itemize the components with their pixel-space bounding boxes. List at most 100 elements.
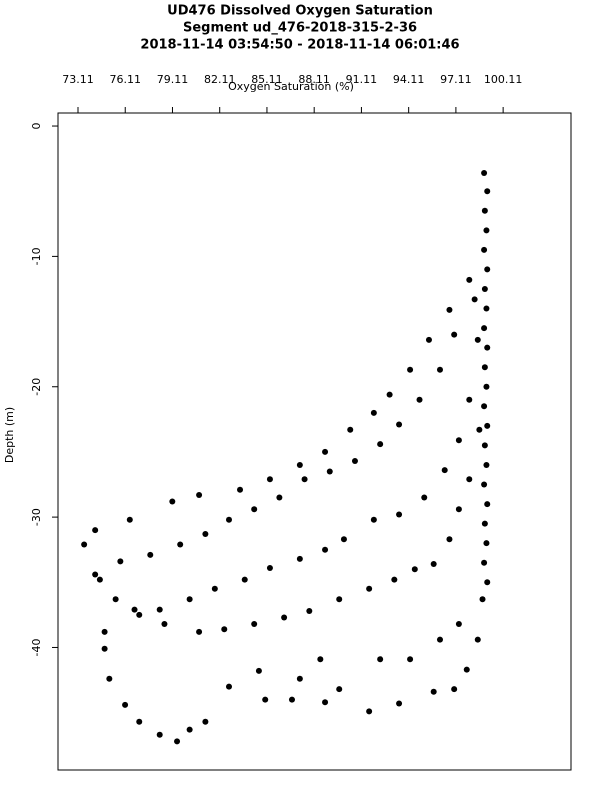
point — [322, 448, 329, 455]
x-tick-label: 73.11 — [62, 73, 94, 86]
point — [476, 426, 483, 433]
point — [186, 596, 193, 603]
x-tick-label: 100.11 — [484, 73, 523, 86]
point — [483, 305, 490, 312]
point — [266, 476, 273, 483]
point — [131, 606, 138, 613]
x-tick-label: 85.11 — [251, 73, 283, 86]
point — [481, 207, 488, 214]
point — [407, 656, 414, 663]
point — [156, 731, 163, 738]
point — [336, 686, 343, 693]
point — [296, 555, 303, 562]
point — [466, 396, 473, 403]
point — [407, 366, 414, 373]
x-tick-label: 94.11 — [393, 73, 425, 86]
point — [112, 596, 119, 603]
point — [430, 688, 437, 695]
point — [288, 696, 295, 703]
point — [441, 467, 448, 474]
y-tick-label: 0 — [30, 123, 43, 130]
point — [136, 611, 143, 618]
y-tick-label: -20 — [30, 378, 43, 396]
point — [481, 403, 488, 410]
point — [484, 188, 491, 195]
point — [425, 336, 432, 343]
point — [351, 458, 358, 465]
point — [241, 576, 248, 583]
point — [483, 383, 490, 390]
x-axis-label: Oxygen Saturation (%) — [228, 80, 354, 93]
point — [483, 461, 490, 468]
point — [377, 441, 384, 448]
point — [296, 461, 303, 468]
point — [484, 344, 491, 351]
point — [255, 667, 262, 674]
point — [377, 656, 384, 663]
point — [161, 621, 168, 627]
point — [101, 645, 108, 652]
point — [474, 336, 481, 343]
y-tick-label: -10 — [30, 247, 43, 265]
point — [396, 421, 403, 428]
point — [370, 516, 377, 523]
point — [101, 628, 108, 635]
x-tick-label: 79.11 — [157, 73, 189, 86]
point — [411, 566, 418, 573]
y-tick-label: -40 — [30, 638, 43, 656]
point — [481, 246, 488, 253]
point — [421, 494, 428, 501]
chart-title: UD476 Dissolved Oxygen Saturation — [167, 4, 433, 19]
point — [483, 540, 490, 547]
point — [481, 364, 488, 371]
point — [251, 506, 258, 513]
x-tick-label: 82.11 — [204, 73, 236, 86]
point — [81, 541, 88, 548]
y-axis-label: Depth (m) — [3, 407, 16, 463]
point — [451, 686, 458, 693]
point — [481, 169, 488, 176]
point — [446, 306, 453, 313]
point — [202, 718, 209, 725]
point — [126, 516, 133, 523]
point — [266, 564, 273, 571]
point — [396, 511, 403, 518]
point — [430, 561, 437, 568]
point — [136, 718, 143, 725]
point — [336, 596, 343, 603]
point — [484, 266, 491, 273]
point — [92, 527, 99, 534]
point — [451, 331, 458, 338]
plot-frame — [57, 112, 572, 771]
chart-subtitle: Segment ud_476-2018-315-2-36 — [183, 21, 417, 36]
point — [322, 546, 329, 553]
point — [455, 506, 462, 513]
x-tick-label: 88.11 — [298, 73, 330, 86]
point — [326, 468, 333, 475]
point — [436, 636, 443, 643]
point — [221, 626, 228, 633]
point — [226, 683, 232, 690]
point — [196, 628, 203, 635]
point — [262, 696, 269, 703]
point — [481, 325, 488, 332]
point — [416, 396, 423, 403]
y-tick-label: -30 — [30, 508, 43, 526]
point — [117, 558, 124, 565]
point — [481, 559, 488, 566]
point — [481, 285, 488, 292]
point — [92, 571, 99, 578]
point — [479, 596, 486, 603]
point — [436, 366, 443, 373]
point — [366, 585, 373, 592]
point — [484, 579, 491, 586]
point — [122, 701, 129, 708]
point — [281, 614, 288, 621]
point — [481, 442, 488, 449]
x-tick-label: 76.11 — [109, 73, 141, 86]
point — [322, 699, 329, 706]
point — [174, 738, 181, 745]
point — [186, 726, 193, 733]
point — [147, 551, 154, 558]
